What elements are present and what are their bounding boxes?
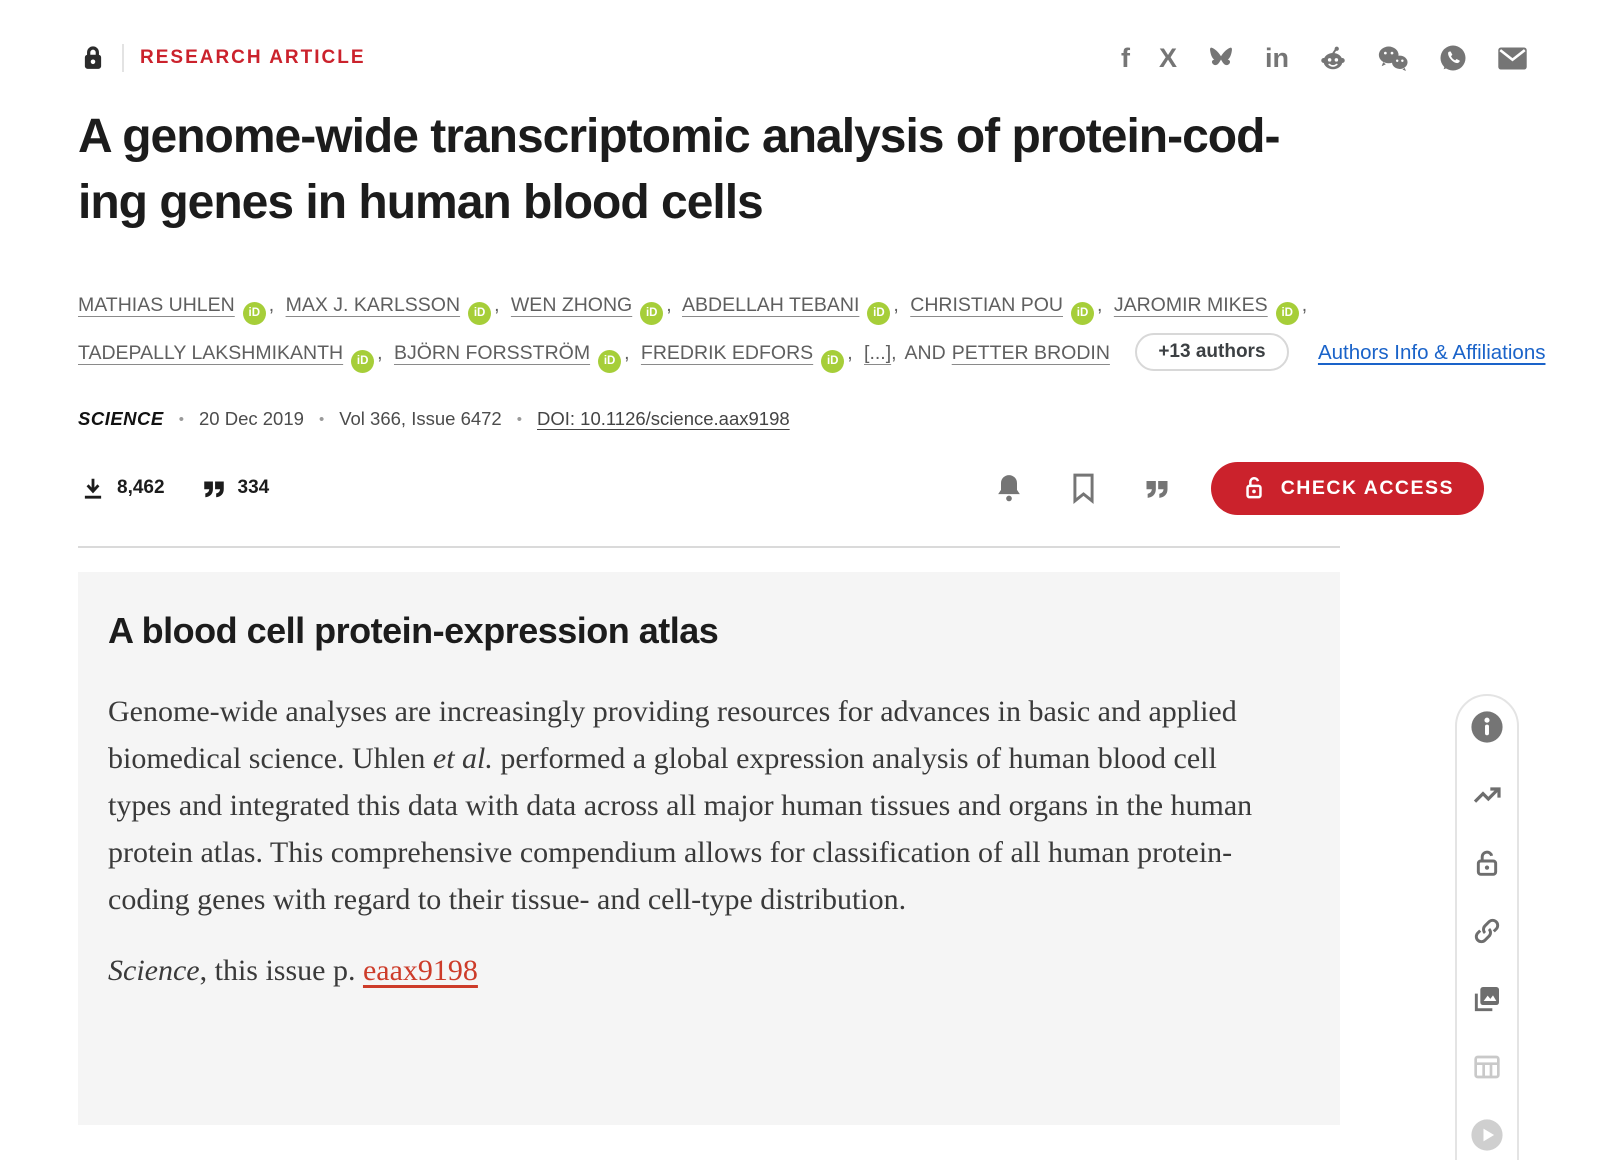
etal-italic: et al. [432,742,493,775]
author-list: MATHIAS UHLEN iD, MAX J. KARLSSON iD, WEN … [78,282,1548,377]
author-link[interactable]: BJÖRN FORSSTRÖM [393,342,591,364]
publication-meta: SCIENCE • 20 Dec 2019 • Vol 366, Issue 6… [78,408,790,430]
actions-row: 8,462 334 [80,460,1484,516]
action-icons [994,472,1171,504]
orcid-icon[interactable]: iD [867,302,891,325]
meta-dot: • [516,410,522,428]
publication-date: 20 Dec 2019 [199,408,304,429]
downloads-count: 8,462 [117,477,165,498]
download-icon [84,478,102,499]
summary-text: Genome-wide analyses are increasingly pr… [108,695,1237,775]
article-title-line2: ing genes in human blood cells [78,176,764,229]
check-access-label: CHECK ACCESS [1280,476,1454,499]
summary-text: performed a global expression analysis o… [108,742,1253,916]
social-share-bar: f X in [1121,43,1528,73]
linkedin-icon[interactable]: in [1265,43,1289,73]
author-separator: , [268,294,275,316]
article-title-line1: A genome-wide transcriptomic analysis of… [78,110,1280,163]
orcid-icon[interactable]: iD [242,302,266,325]
editor-summary-box: A blood cell protein-expression atlas Ge… [78,572,1340,1125]
x-twitter-icon[interactable]: X [1158,43,1177,73]
and-label: AND [904,342,946,364]
bluesky-icon[interactable] [1206,45,1236,72]
article-metrics: 8,462 334 [80,475,269,501]
author-separator: , [624,342,630,364]
author-separator: , [847,342,853,364]
citations-metric: 334 [201,475,270,501]
info-icon[interactable] [1470,710,1504,744]
tables-icon[interactable] [1470,1050,1504,1084]
meta-dot: • [178,410,185,428]
author-separator: , [494,294,500,316]
facebook-icon[interactable]: f [1120,43,1130,73]
orcid-icon[interactable]: iD [821,350,845,373]
author-link-last[interactable]: PETTER BRODIN [951,342,1110,364]
alert-bell-icon[interactable] [994,472,1024,504]
cite-quote-icon[interactable] [1143,474,1171,502]
more-authors-button[interactable]: +13 authors [1135,333,1289,371]
journal-name: SCIENCE [78,408,164,429]
orcid-icon[interactable]: iD [1071,302,1094,325]
author-link[interactable]: FREDRIK EDFORS [640,342,814,364]
summary-paragraph: Genome-wide analyses are increasingly pr… [108,688,1286,923]
author-separator: , [1097,294,1103,316]
email-icon[interactable] [1497,46,1528,71]
doi-link[interactable]: DOI: 10.1126/science.aax9198 [537,408,790,429]
topbar: RESEARCH ARTICLE f X in [80,40,1528,76]
issue-text: , this issue p. [199,954,363,987]
figures-icon[interactable] [1470,982,1504,1016]
downloads-metric: 8,462 [80,475,165,501]
author-link[interactable]: ABDELLAH TEBANI [682,294,860,316]
authors-ellipsis-link[interactable]: [...] [864,342,892,364]
check-access-button[interactable]: CHECK ACCESS [1210,461,1484,515]
metrics-trending-icon[interactable] [1470,778,1504,812]
author-link[interactable]: WEN ZHONG [510,294,633,316]
closed-lock-icon [84,46,102,69]
orcid-icon[interactable]: iD [1275,302,1299,325]
article-title: A genome-wide transcriptomic analysis of… [78,104,1548,236]
divider [122,44,124,72]
open-lock-icon [1246,477,1262,499]
citations-count: 334 [237,477,270,498]
article-side-toolbar [1455,694,1519,1160]
author-separator: , [666,294,672,316]
media-play-icon[interactable] [1470,1118,1504,1152]
reddit-icon[interactable] [1318,43,1348,73]
citation-quote-icon [203,481,224,498]
authors-info-affiliations-link[interactable]: Authors Info & Affiliations [1317,341,1546,364]
author-link[interactable]: MATHIAS UHLEN [78,294,235,316]
access-unlock-icon[interactable] [1470,846,1504,880]
meta-dot: • [318,410,325,428]
author-separator: , [893,294,899,316]
orcid-icon[interactable]: iD [598,350,622,373]
article-type-label: RESEARCH ARTICLE [140,47,366,68]
author-link[interactable]: MAX J. KARLSSON [285,294,461,316]
orcid-icon[interactable]: iD [468,302,492,325]
issue-reference: Science, this issue p. eaax9198 [108,954,1292,988]
whatsapp-icon[interactable] [1438,43,1468,73]
orcid-icon[interactable]: iD [640,302,664,325]
bookmark-icon[interactable] [1070,472,1097,504]
wechat-icon[interactable] [1377,44,1409,72]
summary-heading: A blood cell protein-expression atlas [108,610,719,651]
volume-issue: Vol 366, Issue 6472 [339,408,502,429]
author-link[interactable]: JAROMIR MIKES [1113,294,1268,316]
issue-page-link[interactable]: eaax9198 [362,954,478,987]
author-separator: , [377,342,383,364]
orcid-icon[interactable]: iD [351,350,375,373]
journal-italic: Science [108,954,200,987]
author-link[interactable]: CHRISTIAN POU [910,294,1063,316]
section-divider [78,546,1340,548]
author-link[interactable]: TADEPALLY LAKSHMIKANTH [78,342,344,364]
author-separator: , [891,342,897,364]
author-separator: , [1301,294,1308,316]
share-link-icon[interactable] [1470,914,1504,948]
